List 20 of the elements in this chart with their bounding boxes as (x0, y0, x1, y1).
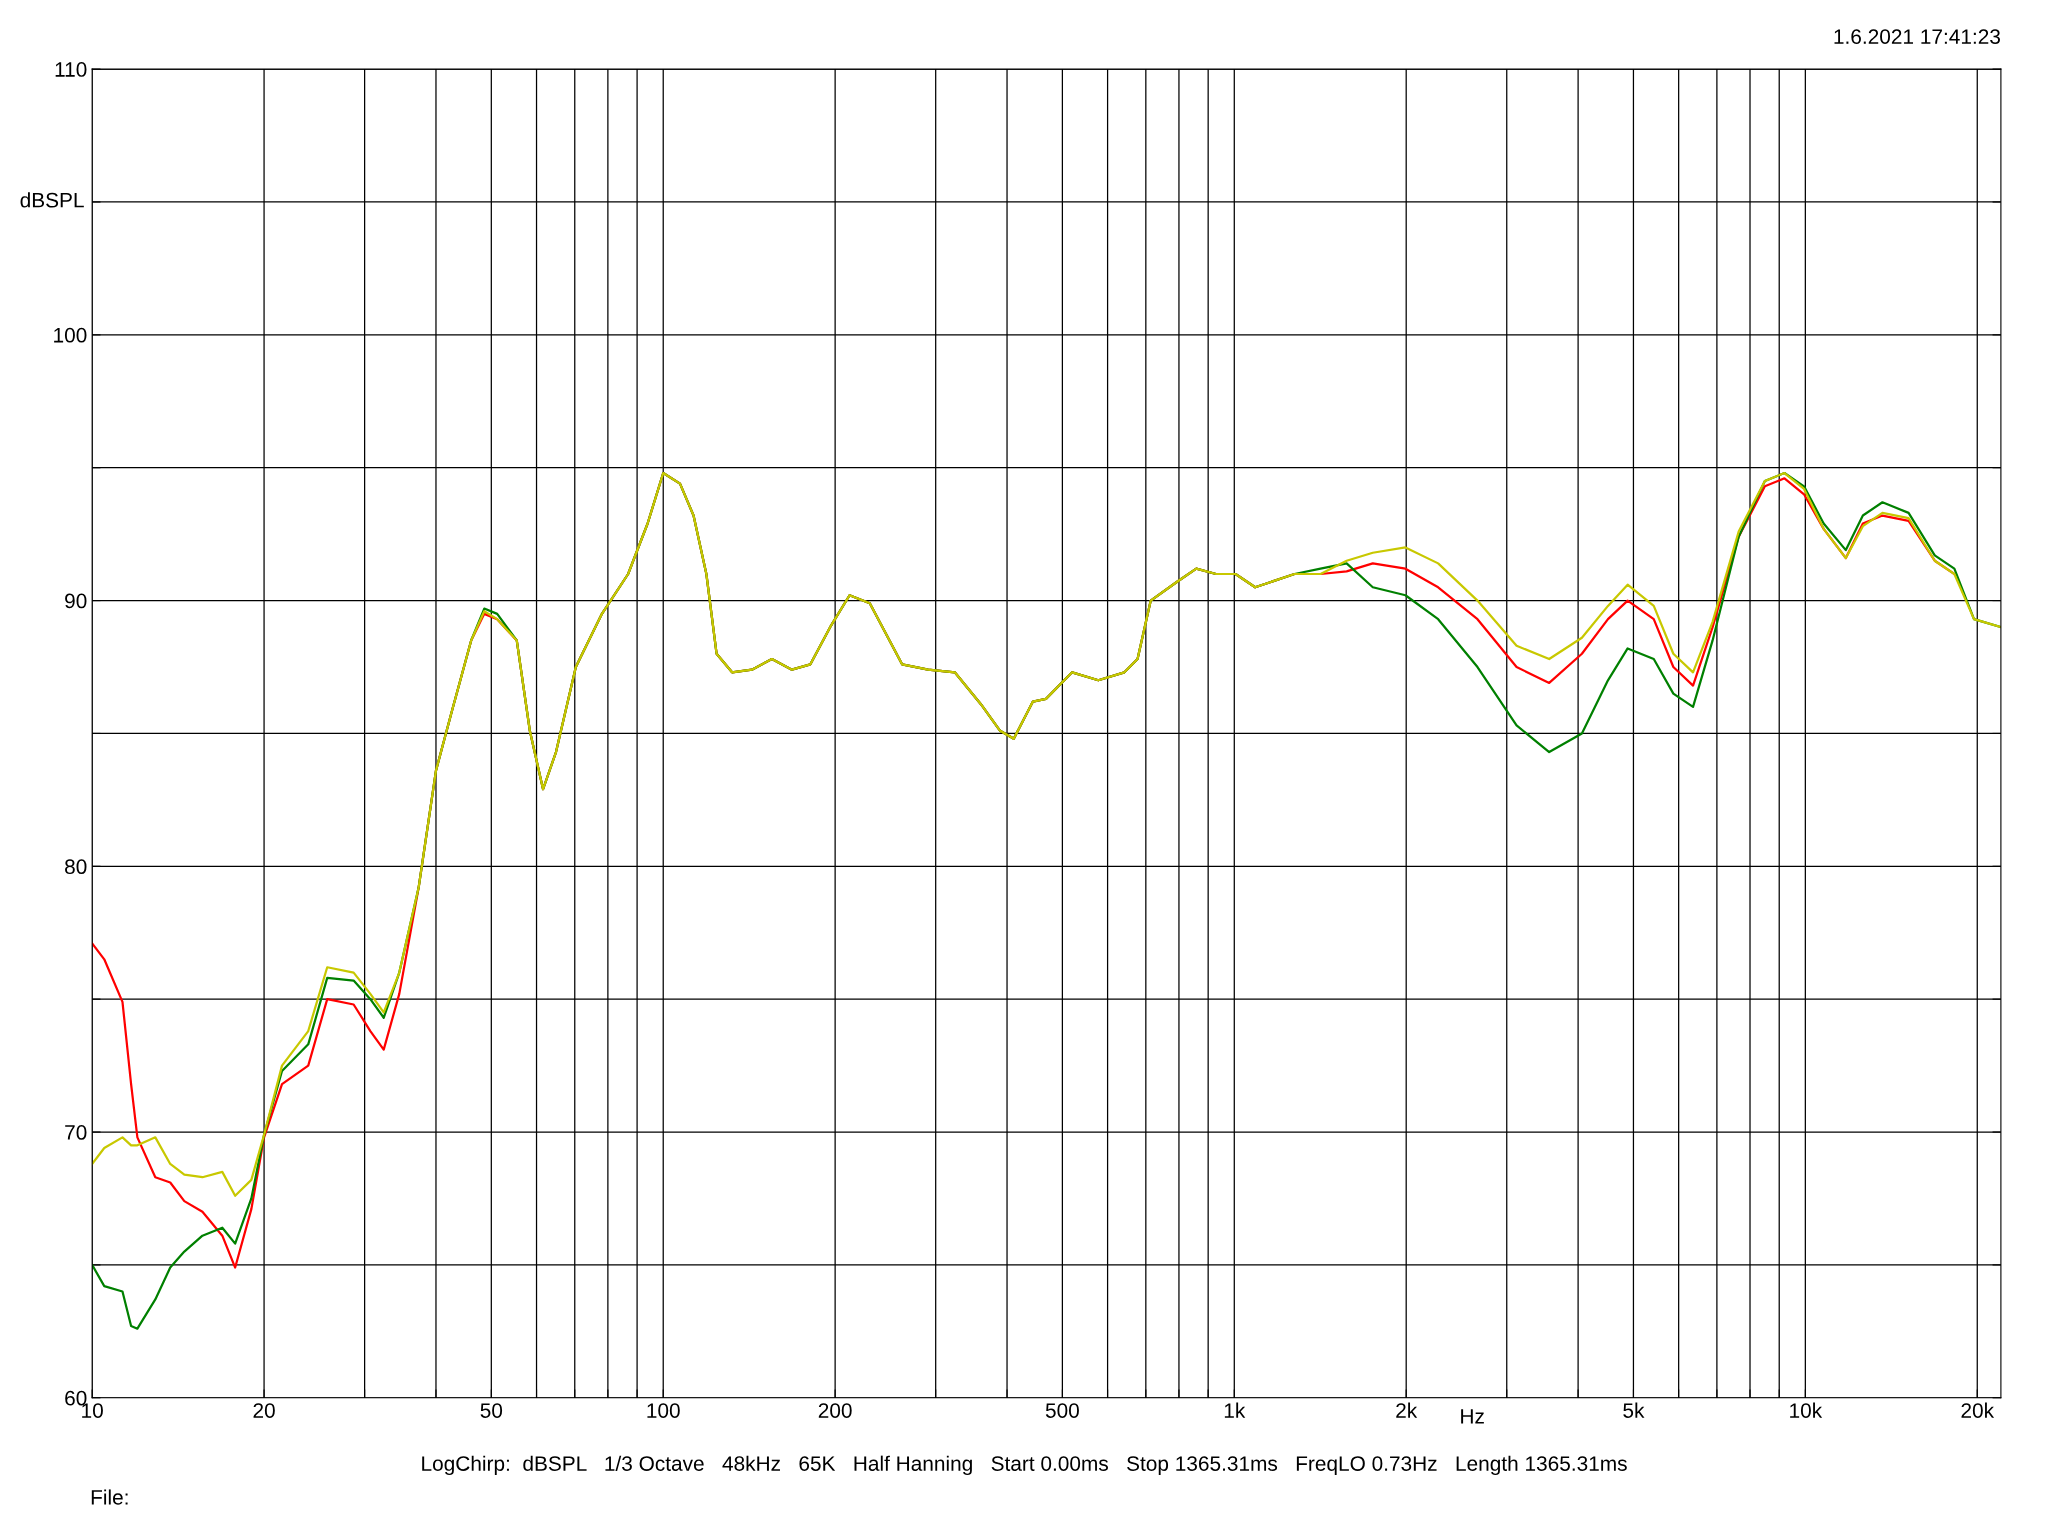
x-tick-label: 5k (1623, 1402, 1645, 1418)
y-tick-label: 80 (65, 859, 87, 875)
text: 1.6.2021 17:41:23 (1834, 29, 2000, 44)
text: File: (91, 1489, 128, 1505)
y-tick-label: 90 (65, 593, 87, 609)
x-tick-label: 100 (647, 1403, 680, 1418)
y-tick-label: 110 (55, 62, 87, 77)
x-tick-label: 50 (480, 1403, 503, 1418)
x-tick-label: 2k (1396, 1402, 1418, 1418)
x-tick-label: 10k (1790, 1402, 1823, 1418)
y-axis-title: dBSPL (20, 192, 84, 208)
text: LogChirp: dBSPL 1/3 Octave 48kHz 65K Half Hanning Start 0.00ms Stop 1365.31ms FreqLO 0.73Hz Length 1365.31ms (422, 1455, 1627, 1476)
x-tick-label: 1k (1224, 1402, 1246, 1418)
x-tick-label: 200 (818, 1403, 852, 1418)
x-tick-label: 500 (1045, 1403, 1079, 1418)
y-tick-label: 70 (65, 1125, 87, 1140)
x-tick-label: 20 (253, 1403, 275, 1418)
x-tick-label: 20k (1961, 1402, 1995, 1418)
x-axis-title: Hz (1461, 1409, 1484, 1424)
y-tick-label: 100 (54, 327, 87, 343)
